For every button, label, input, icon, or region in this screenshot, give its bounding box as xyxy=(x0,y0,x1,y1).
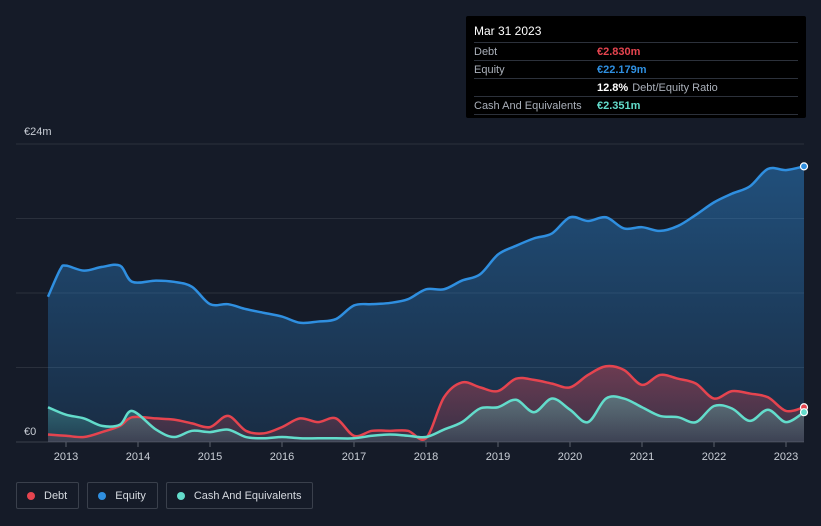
tooltip-equity-value: €22.179m xyxy=(597,63,647,76)
tooltip-date: Mar 31 2023 xyxy=(474,24,542,38)
legend-item-cash[interactable]: Cash And Equivalents xyxy=(165,482,314,509)
tooltip-cash-value: €2.351m xyxy=(597,99,641,112)
equity-dot-icon xyxy=(98,491,107,500)
equity-end-marker xyxy=(799,162,809,171)
y-tick-label-min: €0 xyxy=(24,426,36,438)
y-tick-label-max: €24m xyxy=(24,126,52,138)
tooltip-equity-row: Equity €22.179m xyxy=(474,60,798,78)
x-tick-label: 2023 xyxy=(774,451,798,463)
tooltip-equity-label: Equity xyxy=(474,63,505,76)
x-tick-label: 2019 xyxy=(486,451,510,463)
x-tick-label: 2022 xyxy=(702,451,726,463)
tooltip-ratio-row: 12.8% Debt/Equity Ratio xyxy=(474,78,798,96)
legend-debt-label: Debt xyxy=(44,489,68,502)
legend-equity-label: Equity xyxy=(115,489,146,502)
debt-dot-icon xyxy=(27,491,35,500)
tooltip-debt-row: Debt €2.830m xyxy=(474,42,798,60)
x-tick-label: 2020 xyxy=(558,451,582,463)
cash-line xyxy=(47,395,805,440)
legend-item-debt[interactable]: Debt xyxy=(16,482,80,509)
legend-item-equity[interactable]: Equity xyxy=(87,482,158,509)
tooltip-ratio-value: 12.8% xyxy=(597,81,629,94)
x-tick-label: 2018 xyxy=(414,451,438,463)
x-tick-label: 2014 xyxy=(126,451,150,463)
tooltip-cash-label: Cash And Equivalents xyxy=(474,99,582,112)
x-tick-label: 2015 xyxy=(198,451,222,463)
tooltip-ratio-label: Debt/Equity Ratio xyxy=(632,81,718,94)
x-tick-label: 2021 xyxy=(630,451,654,463)
x-tick-label: 2013 xyxy=(54,451,78,463)
cash-dot-icon xyxy=(176,491,185,500)
x-tick-label: 2016 xyxy=(270,451,294,463)
tooltip-debt-label: Debt xyxy=(474,45,498,58)
cash-area xyxy=(48,396,804,442)
cash-end-marker xyxy=(799,408,809,417)
data-tooltip: Mar 31 2023 Debt €2.830m Equity €22.179m… xyxy=(466,16,806,118)
tooltip-cash-row: Cash And Equivalents €2.351m xyxy=(474,96,798,115)
chart-legend: Debt Equity Cash And Equivalents xyxy=(16,482,314,509)
x-tick-label: 2017 xyxy=(342,451,366,463)
legend-cash-label: Cash And Equivalents xyxy=(193,489,302,502)
tooltip-debt-value: €2.830m xyxy=(597,45,641,58)
equity-line xyxy=(46,165,805,325)
